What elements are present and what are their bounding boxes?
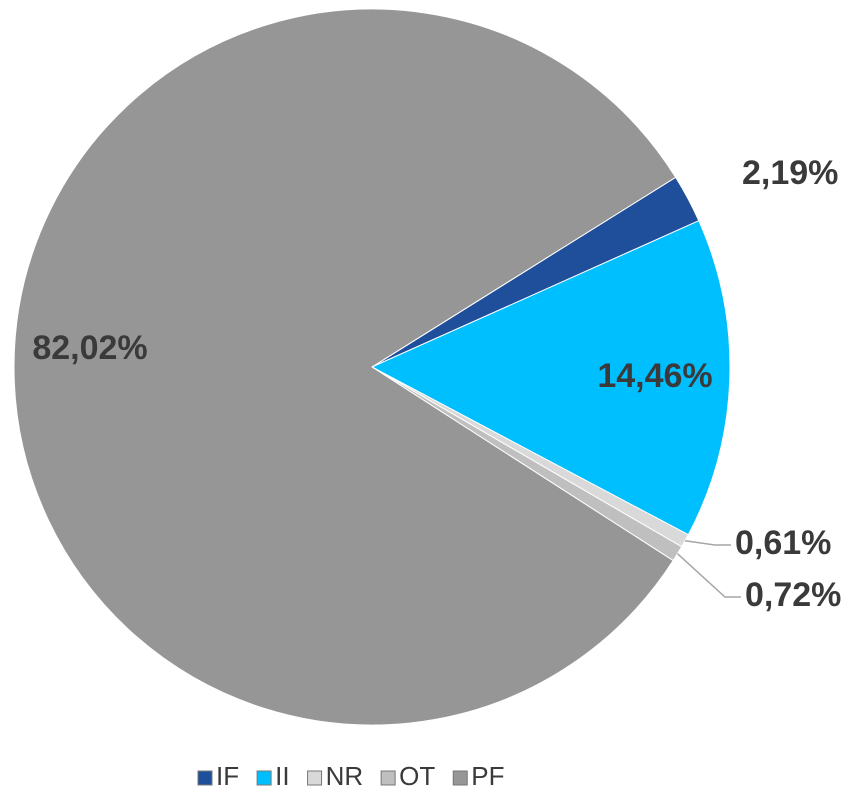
data-label: 14,46%: [597, 357, 712, 395]
data-label: 2,19%: [742, 154, 838, 192]
pie-slice: [370, 220, 731, 536]
legend-label: PF: [471, 761, 504, 791]
leader-line: [684, 540, 731, 546]
data-label: 0,72%: [745, 576, 841, 614]
leader-line: [676, 553, 741, 598]
legend-label: OT: [399, 761, 435, 791]
legend-label: II: [275, 761, 289, 791]
legend-swatch: [307, 770, 323, 786]
data-label: 0,61%: [735, 524, 831, 562]
legend-swatch: [452, 770, 468, 786]
legend-label: IF: [216, 761, 239, 791]
pie-slice: [13, 8, 677, 726]
data-label: 82,02%: [32, 329, 147, 367]
legend-label: NR: [326, 761, 364, 791]
legend-swatch: [380, 770, 396, 786]
legend-swatch: [256, 770, 272, 786]
legend-swatch: [197, 770, 213, 786]
